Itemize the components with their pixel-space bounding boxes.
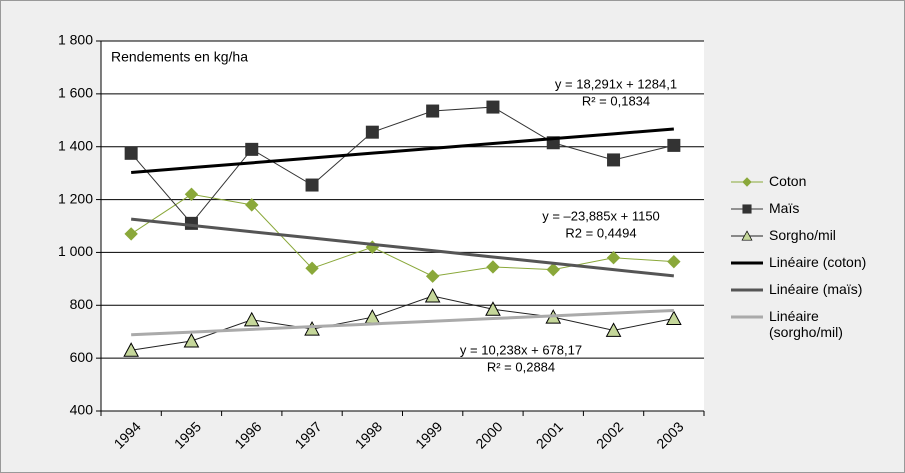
legend-swatch [731,230,763,241]
point [424,287,441,303]
y-tick-label: 400 [70,402,94,418]
legend-swatch [731,288,763,292]
legend-item: Maïs [731,200,901,218]
legend-label: Sorgho/mil [769,227,836,243]
point [123,342,139,357]
legend: Coton Maïs Sorgho/mil Linéaire (coton) Linéa… [731,173,901,349]
legend-label: Coton [769,173,807,189]
annotation: R² = 0,2884 [487,359,555,374]
x-tick-label: 2001 [533,418,566,451]
chart-subtitle: Rendements en kg/ha [111,49,248,65]
legend-label: Linéaire (maïs) [769,281,863,297]
point [124,227,138,241]
legend-marker [741,230,753,241]
point [546,262,560,277]
legend-label: Linéaire (sorgho/mil) [769,308,843,340]
x-tick-label: 1994 [111,418,144,451]
legend-label: Maïs [769,200,800,216]
point [607,153,621,167]
point [486,260,500,274]
point [605,322,622,337]
legend-swatch [731,177,763,187]
x-tick-label: 1998 [352,418,385,451]
x-tick-label: 1996 [231,418,264,451]
point [183,332,200,348]
point [243,311,260,327]
x-tick-label: 1995 [171,418,204,451]
legend-swatch [731,261,763,265]
annotation: y = 18,291x + 1284,1 [555,76,677,91]
series-line [130,106,674,225]
legend-swatch [731,315,763,319]
legend-item: Linéaire (sorgho/mil) [731,308,901,340]
y-tick-label: 800 [70,296,94,312]
legend-item: Coton [731,173,901,191]
trend-line [131,308,674,337]
point [184,216,198,230]
y-tick-label: 1 200 [58,190,93,206]
legend-item: Sorgho/mil [731,227,901,245]
y-tick-label: 1 600 [58,85,93,101]
y-tick-label: 600 [70,349,94,365]
point [305,178,319,192]
x-tick-label: 2003 [653,418,686,451]
point [486,100,500,114]
point [667,254,681,269]
y-tick-label: 1 000 [58,243,93,259]
point [305,261,319,275]
legend-item: Linéaire (maïs) [731,281,901,299]
annotation: y = –23,885x + 1150 [542,208,660,223]
series-line [130,193,674,277]
x-tick-label: 1999 [412,418,445,451]
point [606,251,621,265]
legend-swatch [731,204,763,214]
y-tick-label: 1 400 [58,137,93,153]
point [667,138,681,152]
point [124,146,138,160]
point [184,187,199,201]
trend-line [130,217,675,278]
trend-line [131,127,674,175]
annotation: R² = 0,1834 [582,93,650,108]
annotation: R2 = 0,4494 [565,225,636,240]
point [666,310,682,325]
x-tick-label: 1997 [291,418,324,451]
annotation: y = 10,238x + 678,17 [460,342,582,357]
point [365,125,379,139]
point [304,321,320,336]
point [245,198,259,212]
point [426,104,440,118]
legend-marker [742,204,752,214]
point [425,269,440,283]
legend-label: Linéaire (coton) [769,254,867,270]
y-tick-label: 1 800 [58,32,93,48]
point [485,301,501,316]
x-tick-label: 2000 [472,418,505,451]
point [245,142,259,156]
legend-marker [742,177,752,187]
legend-item: Linéaire (coton) [731,254,901,272]
x-tick-label: 2002 [593,418,626,451]
